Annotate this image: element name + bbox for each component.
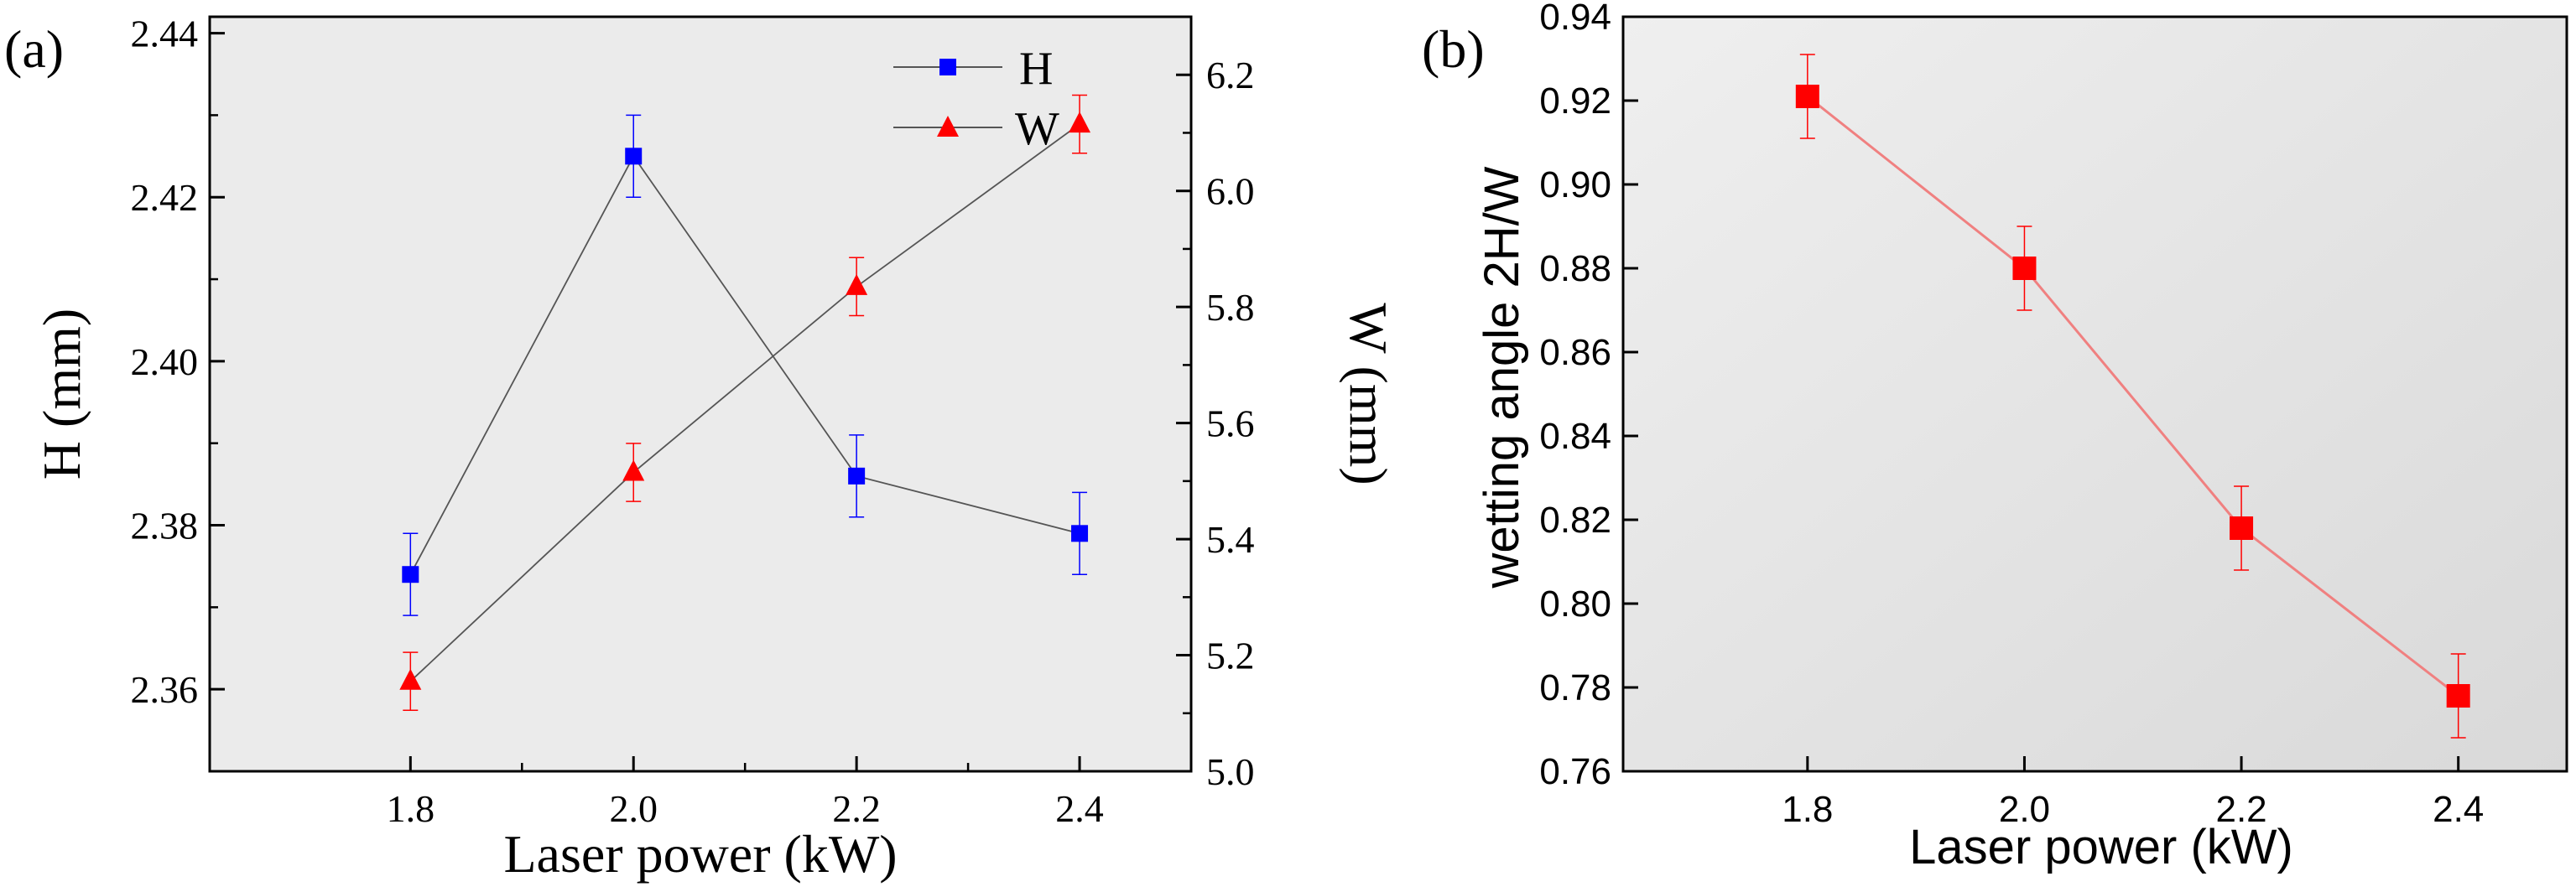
data-point-w bbox=[1069, 112, 1091, 133]
y-right-tick-label: 5.0 bbox=[1206, 750, 1255, 793]
panel-a-markers bbox=[399, 94, 1091, 712]
data-point-h bbox=[848, 467, 866, 485]
x-tick-label: 1.8 bbox=[1782, 789, 1833, 830]
panel-a-label: (a) bbox=[4, 19, 64, 79]
y-left-tick-label: 2.42 bbox=[131, 176, 199, 219]
panel-a-series-lines bbox=[409, 123, 1080, 682]
x-tick-label: 2.4 bbox=[2433, 789, 2484, 830]
legend-h-label: H bbox=[1019, 43, 1053, 95]
series-h-line bbox=[409, 154, 1080, 575]
y-tick-label: 0.86 bbox=[1539, 332, 1611, 373]
x-tick-label: 2.2 bbox=[832, 787, 881, 830]
y-left-tick-label: 2.36 bbox=[131, 668, 199, 711]
y-right-tick-label: 6.2 bbox=[1206, 54, 1255, 96]
panel-a-right-axis-title: W (mm) bbox=[1339, 303, 1398, 485]
series-wetting-angle-line bbox=[1806, 95, 2459, 698]
panel-b-plot-area bbox=[1623, 17, 2567, 771]
data-point-wetting-angle bbox=[2012, 257, 2037, 280]
data-point-h bbox=[625, 148, 643, 165]
data-point-w bbox=[622, 459, 645, 481]
x-tick-label: 2.0 bbox=[1999, 789, 2050, 830]
legend-w-marker bbox=[937, 116, 959, 137]
x-tick-label: 1.8 bbox=[387, 787, 435, 830]
panel-b-label: (b) bbox=[1422, 19, 1485, 79]
y-tick-label: 0.82 bbox=[1539, 500, 1611, 541]
panel-b-markers bbox=[1795, 54, 2470, 739]
legend-h-marker bbox=[939, 59, 956, 75]
panel-a: 2.36 2.38 2.40 2.42 2.44 5.0 5.2 5.4 5.6 5.8 6.0 6… bbox=[4, 13, 1398, 884]
panel-b-y-tick-labels: 0.76 0.78 0.80 0.82 0.84 0.86 0.88 0.90 0.92 0.94 bbox=[1539, 0, 1611, 792]
data-point-w bbox=[399, 668, 422, 690]
y-tick-label: 0.94 bbox=[1539, 0, 1611, 38]
data-point-w bbox=[846, 273, 868, 295]
panel-b-x-tick-labels: 1.8 2.0 2.2 2.4 bbox=[1782, 789, 2484, 830]
data-point-wetting-angle bbox=[1795, 85, 1819, 108]
y-right-tick-label: 5.6 bbox=[1206, 402, 1255, 445]
series-w-line bbox=[409, 123, 1080, 682]
y-right-tick-label: 5.2 bbox=[1206, 635, 1255, 677]
y-left-tick-label: 2.38 bbox=[131, 505, 199, 547]
panel-a-right-tick-labels: 5.0 5.2 5.4 5.6 5.8 6.0 6.2 bbox=[1206, 54, 1255, 793]
y-tick-label: 0.80 bbox=[1539, 583, 1611, 625]
x-tick-label: 2.4 bbox=[1055, 787, 1104, 830]
y-tick-label: 0.92 bbox=[1539, 80, 1611, 122]
panel-a-ticks bbox=[210, 32, 1191, 773]
y-tick-label: 0.88 bbox=[1539, 248, 1611, 289]
panel-b-y-axis-title: wetting angle 2H/W bbox=[1475, 166, 1529, 589]
y-right-tick-label: 6.0 bbox=[1206, 170, 1255, 213]
panel-a-x-tick-labels: 1.8 2.0 2.2 2.4 bbox=[387, 787, 1104, 830]
panel-a-plot-area bbox=[210, 17, 1191, 771]
panel-a-frame bbox=[208, 15, 1193, 773]
y-tick-label: 0.84 bbox=[1539, 416, 1611, 457]
panel-b: 0.76 0.78 0.80 0.82 0.84 0.86 0.88 0.90 0.92 0.94… bbox=[1422, 0, 2568, 874]
y-tick-label: 0.90 bbox=[1539, 164, 1611, 205]
data-point-h bbox=[402, 566, 419, 583]
data-point-wetting-angle bbox=[2230, 516, 2254, 540]
panel-b-x-axis-title: Laser power (kW) bbox=[1909, 820, 2293, 874]
y-left-tick-label: 2.44 bbox=[131, 13, 199, 55]
y-tick-label: 0.76 bbox=[1539, 751, 1611, 792]
y-right-tick-label: 5.8 bbox=[1206, 286, 1255, 329]
y-right-tick-label: 5.4 bbox=[1206, 518, 1255, 561]
panel-b-frame bbox=[1621, 15, 2568, 773]
panel-a-left-axis-title: H (mm) bbox=[32, 309, 91, 480]
panel-a-x-axis-title: Laser power (kW) bbox=[503, 824, 897, 884]
data-point-h bbox=[1071, 525, 1089, 542]
panel-a-left-tick-labels: 2.36 2.38 2.40 2.42 2.44 bbox=[131, 13, 199, 712]
legend-w-label: W bbox=[1015, 103, 1059, 155]
y-left-tick-label: 2.40 bbox=[131, 340, 199, 383]
x-tick-label: 2.2 bbox=[2215, 789, 2266, 830]
panel-b-series-line bbox=[1806, 95, 2459, 698]
panel-a-legend: H W bbox=[893, 43, 1059, 155]
x-tick-label: 2.0 bbox=[609, 787, 658, 830]
y-tick-label: 0.78 bbox=[1539, 667, 1611, 708]
data-point-wetting-angle bbox=[2446, 684, 2470, 708]
